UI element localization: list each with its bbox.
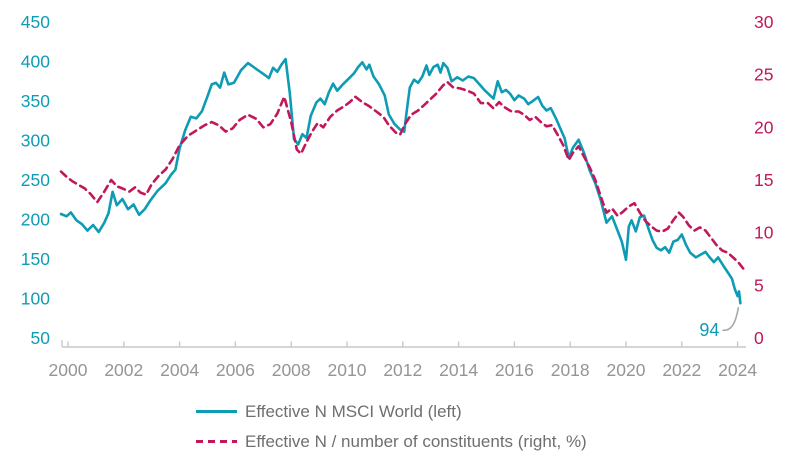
- x-axis-tick-label: 2004: [160, 360, 199, 380]
- left-axis-tick-label: 100: [21, 289, 50, 309]
- x-axis-tick-label: 2008: [272, 360, 311, 380]
- right-axis-tick-label: 5: [754, 275, 764, 295]
- right-axis-tick-label: 20: [754, 117, 774, 137]
- left-axis-tick-label: 350: [21, 91, 50, 111]
- left-axis-tick-label: 50: [31, 328, 51, 348]
- left-axis-tick-label: 300: [21, 131, 50, 151]
- right-axis-tick-label: 25: [754, 65, 773, 85]
- legend-swatch-dashed-line: [196, 440, 237, 443]
- series-line-0: [59, 57, 742, 305]
- left-axis-tick-label: 450: [21, 12, 50, 32]
- series-lines: [59, 57, 745, 305]
- left-axis-tick-label: 150: [21, 249, 50, 269]
- x-axis-tick-label: 2002: [104, 360, 143, 380]
- legend-swatch-solid-line: [196, 410, 237, 413]
- x-axis-tick-label: 2018: [551, 360, 590, 380]
- axes: 2000 2002 2004 2006 2008 2010 2012 2014 2016 2018…: [21, 12, 774, 380]
- right-axis-tick-label: 30: [754, 12, 774, 32]
- x-axis-tick-label: 2024: [718, 360, 757, 380]
- x-axis-tick-label: 2006: [216, 360, 255, 380]
- right-axis-tick-label: 15: [754, 170, 773, 190]
- annotation-value-label: 94: [699, 320, 719, 340]
- endpoint-annotation: 94: [699, 307, 740, 340]
- left-axis-tick-label: 400: [21, 52, 50, 72]
- x-axis-tick-label: 2022: [662, 360, 701, 380]
- legend-item-effective-n: Effective N MSCI World (left): [196, 401, 587, 422]
- annotation-callout-line: [722, 307, 740, 332]
- right-axis-tick-label: 10: [754, 223, 774, 243]
- legend: Effective N MSCI World (left) Effective …: [196, 401, 587, 461]
- legend-label-constituents-ratio: Effective N / number of constituents (ri…: [245, 432, 587, 451]
- legend-label-effective-n: Effective N MSCI World (left): [245, 402, 462, 421]
- x-axis-tick-label: 2014: [439, 360, 478, 380]
- x-axis-tick-label: 2000: [49, 360, 88, 380]
- series-line-1: [59, 80, 745, 270]
- right-axis-tick-label: 0: [754, 328, 764, 348]
- legend-item-constituents-ratio: Effective N / number of constituents (ri…: [196, 431, 587, 452]
- x-axis-tick-label: 2010: [328, 360, 367, 380]
- x-axis-tick-label: 2016: [495, 360, 534, 380]
- x-axis-tick-label: 2012: [383, 360, 422, 380]
- left-axis-tick-label: 250: [21, 170, 50, 190]
- x-axis-tick-label: 2020: [607, 360, 646, 380]
- left-axis-tick-label: 200: [21, 210, 50, 230]
